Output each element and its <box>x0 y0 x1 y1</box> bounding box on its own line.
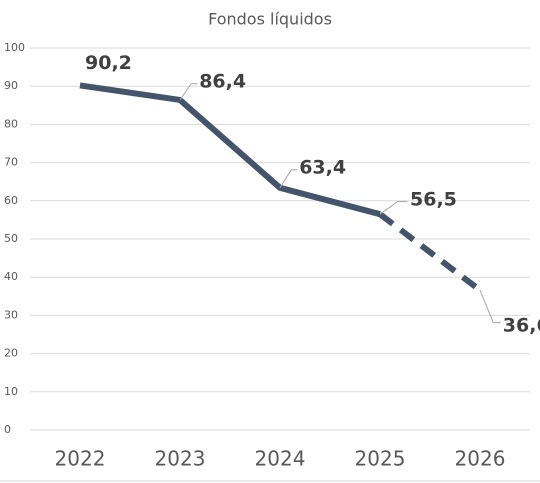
data-label: 63,4 <box>299 156 346 178</box>
y-tick-label: 100 <box>4 41 25 54</box>
y-tick-label: 80 <box>4 117 18 130</box>
y-tick-label: 10 <box>4 385 18 398</box>
x-tick-label: 2023 <box>155 447 206 471</box>
leader-line <box>479 289 501 324</box>
data-label: 56,5 <box>410 189 457 211</box>
y-tick-label: 60 <box>4 194 18 207</box>
y-tick-label: 70 <box>4 156 18 169</box>
y-tick-label: 20 <box>4 347 18 360</box>
leader-line <box>279 169 298 189</box>
y-tick-label: 90 <box>4 79 18 92</box>
projected-line <box>378 211 482 293</box>
x-tick-label: 2022 <box>55 447 106 471</box>
line <box>79 82 381 218</box>
y-tick-label: 30 <box>4 308 18 321</box>
data-label: 90,2 <box>85 52 132 74</box>
chart-title: Fondos líquidos <box>208 10 332 29</box>
y-tick-label: 0 <box>4 423 11 436</box>
x-tick-label: 2024 <box>255 447 306 471</box>
data-label: 36,6 <box>503 315 540 337</box>
leader-line <box>379 201 408 215</box>
y-tick-label: 40 <box>4 270 18 283</box>
x-tick-label: 2026 <box>455 447 506 471</box>
x-tick-label: 2025 <box>355 447 406 471</box>
leader-line <box>179 83 198 101</box>
data-label: 86,4 <box>199 70 246 92</box>
y-tick-label: 50 <box>4 232 18 245</box>
